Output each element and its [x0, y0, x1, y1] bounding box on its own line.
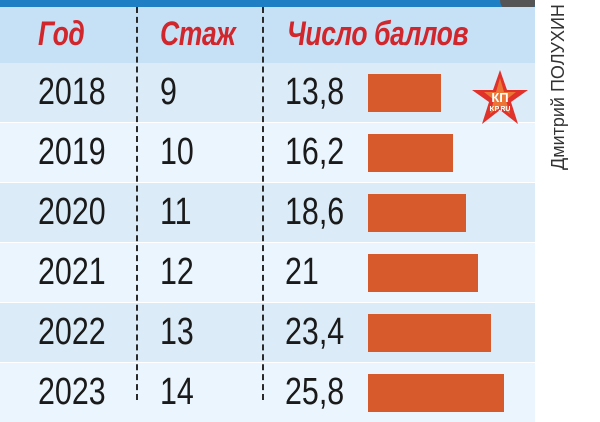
points-bar: [368, 134, 453, 172]
table-header: Год Стаж Число баллов: [0, 7, 535, 63]
points-bar: [368, 374, 504, 412]
table-row: 2018 9 13,8: [0, 63, 535, 122]
experience-cell: 14: [160, 371, 194, 413]
points-bar: [368, 254, 479, 292]
year-cell: 2019: [38, 131, 106, 173]
year-cell: 2018: [38, 71, 106, 113]
points-bar: [368, 74, 441, 112]
table-row: 2023 14 25,8: [0, 363, 535, 422]
table-row: 2019 10 16,2: [0, 123, 535, 182]
experience-cell: 11: [160, 191, 192, 233]
experience-cell: 9: [160, 71, 177, 113]
year-cell: 2022: [38, 311, 106, 353]
svg-text:КП: КП: [491, 90, 508, 105]
points-bar: [368, 194, 466, 232]
points-cell: 23,4: [285, 311, 345, 353]
points-cell: 16,2: [285, 131, 345, 173]
points-table: Год Стаж Число баллов 2018 9 13,8 2019 1…: [0, 7, 535, 422]
table-row: 2021 12 21: [0, 243, 535, 302]
experience-cell: 13: [160, 311, 194, 353]
header-experience: Стаж: [160, 15, 236, 53]
svg-text:KP.RU: KP.RU: [490, 106, 511, 113]
points-cell: 13,8: [285, 71, 345, 113]
year-cell: 2023: [38, 371, 106, 413]
header-points: Число баллов: [287, 15, 469, 53]
experience-cell: 12: [160, 251, 194, 293]
points-bar: [368, 314, 491, 352]
top-band: [0, 0, 535, 7]
experience-cell: 10: [160, 131, 194, 173]
points-cell: 25,8: [285, 371, 345, 413]
header-year: Год: [38, 15, 85, 53]
table-row: 2020 11 18,6: [0, 183, 535, 242]
points-cell: 18,6: [285, 191, 345, 233]
column-divider: [136, 7, 138, 400]
points-cell: 21: [285, 251, 319, 293]
photo-credit: Дмитрий ПОЛУХИН: [548, 4, 568, 170]
kp-logo: КП KP.RU: [472, 70, 528, 124]
year-cell: 2020: [38, 191, 106, 233]
column-divider: [262, 7, 264, 400]
table-row: 2022 13 23,4: [0, 303, 535, 362]
year-cell: 2021: [38, 251, 106, 293]
